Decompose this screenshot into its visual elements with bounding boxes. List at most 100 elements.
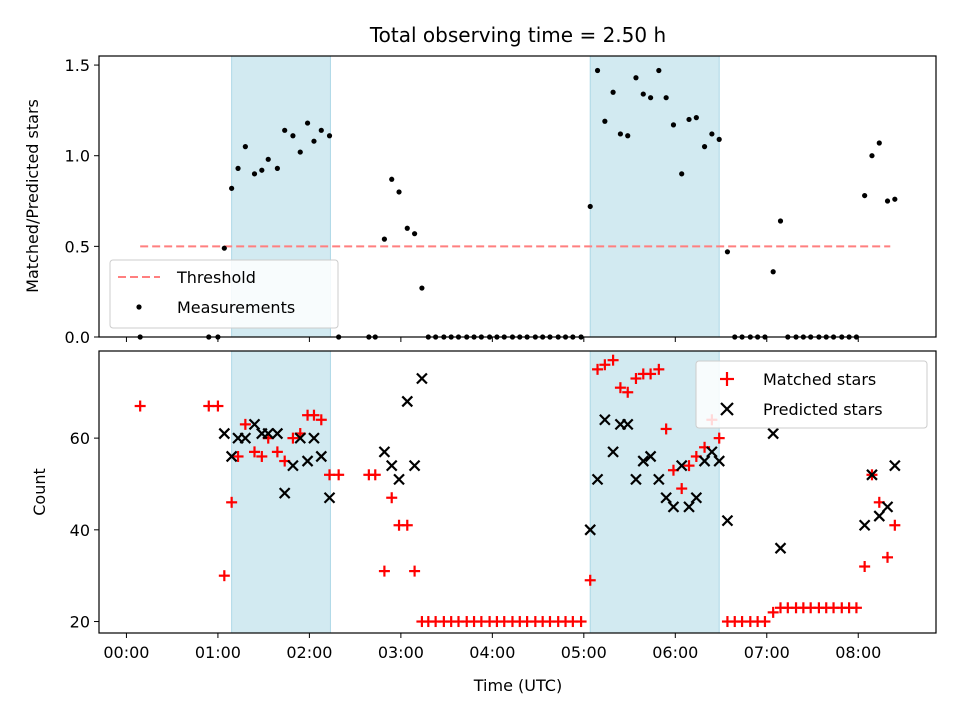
top-plot-area bbox=[137, 55, 898, 340]
matched-star-point bbox=[378, 565, 390, 577]
matched-star-point bbox=[614, 382, 626, 394]
predicted-star-point bbox=[385, 459, 398, 472]
matched-star-point bbox=[333, 469, 345, 481]
predicted-star-point bbox=[858, 519, 871, 532]
matched-star-point bbox=[630, 373, 642, 385]
legend-predicted-label: Predicted stars bbox=[763, 400, 883, 419]
measurement-point bbox=[640, 91, 646, 97]
predicted-star-point bbox=[767, 427, 779, 440]
measurement-point bbox=[389, 176, 395, 182]
measurement-point bbox=[876, 140, 882, 146]
measurement-point bbox=[679, 171, 685, 177]
measurement-point bbox=[625, 133, 631, 139]
predicted-star-point bbox=[323, 491, 336, 504]
measurement-point bbox=[587, 203, 593, 210]
matched-star-point bbox=[889, 519, 901, 531]
bottom-x-axis: 00:00 01:00 02:00 03:00 04:00 05:00 06:00 07:00… bbox=[103, 633, 881, 662]
predicted-star-point bbox=[393, 473, 405, 486]
predicted-star-point bbox=[301, 455, 314, 467]
matched-star-point bbox=[218, 570, 230, 582]
bottom-x-tick-label: 01:00 bbox=[195, 643, 241, 662]
matched-star-point bbox=[653, 363, 665, 375]
predicted-star-point bbox=[881, 501, 894, 513]
predicted-star-point bbox=[239, 432, 252, 444]
measurement-point bbox=[869, 153, 875, 159]
predicted-star-point bbox=[378, 446, 391, 458]
measurement-point bbox=[602, 118, 608, 124]
predicted-star-point bbox=[683, 501, 695, 513]
measurement-point bbox=[318, 127, 324, 133]
bottom-x-tick-label: 02:00 bbox=[286, 643, 332, 662]
bottom-x-tick-label: 05:00 bbox=[561, 643, 607, 662]
matched-star-point bbox=[759, 616, 771, 628]
measurement-point bbox=[610, 89, 616, 95]
matched-star-point bbox=[713, 432, 725, 444]
chart-title: Total observing time = 2.50 h bbox=[369, 23, 666, 47]
measurement-point bbox=[311, 138, 317, 144]
legend-measurements-label: Measurements bbox=[177, 298, 295, 317]
bottom-x-tick-label: 06:00 bbox=[652, 643, 698, 662]
matched-star-point bbox=[401, 519, 413, 531]
measurement-point bbox=[381, 236, 388, 242]
matched-legend-swatch bbox=[720, 372, 734, 386]
measurement-point bbox=[777, 218, 784, 224]
measurement-point bbox=[716, 136, 722, 142]
measurement-point bbox=[663, 95, 669, 101]
top-y-tick-label: 0.5 bbox=[65, 237, 90, 256]
predicted-star-point bbox=[287, 459, 299, 472]
top-x-ticks bbox=[125, 337, 859, 342]
matched-star-point bbox=[226, 496, 238, 508]
bottom-x-tick-label: 00:00 bbox=[103, 643, 149, 662]
matched-star-point bbox=[386, 492, 398, 504]
predicted-star-point bbox=[698, 455, 711, 467]
predicted-star-point bbox=[660, 491, 672, 504]
matched-star-point bbox=[575, 616, 587, 628]
legend-threshold-label: Threshold bbox=[176, 268, 256, 287]
matched-star-point bbox=[676, 483, 688, 495]
measurement-point bbox=[884, 198, 891, 204]
bottom-panel: 20 40 60 00:00 01:00 02:00 03:00 04:00 05:00 06:… bbox=[30, 350, 937, 695]
bottom-x-tick-label: 07:00 bbox=[744, 643, 790, 662]
measurement-point bbox=[411, 231, 418, 237]
matched-star-point bbox=[232, 450, 244, 462]
measurement-point bbox=[656, 67, 662, 74]
predicted-star-point bbox=[218, 427, 231, 440]
predicted-star-point bbox=[225, 450, 238, 463]
predicted-star-point bbox=[721, 514, 734, 527]
bottom-legend: Matched stars Predicted stars bbox=[695, 360, 928, 429]
matched-star-point bbox=[369, 469, 381, 481]
matched-star-point bbox=[850, 602, 862, 614]
predicted-star-point bbox=[308, 432, 320, 444]
predicted-star-point bbox=[866, 469, 878, 481]
predicted-legend-swatch bbox=[720, 402, 734, 416]
bottom-y-tick-label: 60 bbox=[70, 429, 90, 448]
bottom-y-tick-label: 40 bbox=[70, 521, 90, 540]
matched-star-point bbox=[249, 446, 261, 458]
bottom-x-tick-label: 08:00 bbox=[835, 643, 881, 662]
measurement-point bbox=[724, 249, 731, 255]
matched-star-point bbox=[134, 400, 146, 412]
measurement-point bbox=[396, 189, 402, 195]
predicted-star-point bbox=[774, 542, 787, 554]
measurement-point bbox=[770, 269, 776, 275]
measurement-point bbox=[326, 133, 333, 139]
predicted-star-point bbox=[889, 459, 901, 472]
predicted-star-point bbox=[584, 524, 597, 536]
bottom-x-tick-label: 04:00 bbox=[469, 643, 515, 662]
predicted-star-point bbox=[278, 487, 291, 499]
predicted-star-point bbox=[408, 459, 421, 472]
matched-star-point bbox=[409, 565, 421, 577]
measurement-point bbox=[304, 120, 311, 126]
predicted-star-point bbox=[271, 427, 284, 440]
top-legend: Threshold Measurements bbox=[109, 259, 339, 329]
matched-star-point bbox=[592, 363, 604, 375]
top-y-tick-label: 0.0 bbox=[65, 328, 90, 347]
measurement-point bbox=[419, 285, 425, 291]
predicted-star-point bbox=[599, 414, 611, 426]
matched-star-point bbox=[239, 418, 251, 430]
predicted-star-point bbox=[416, 372, 428, 385]
matched-star-point bbox=[607, 354, 619, 366]
measurement-point bbox=[235, 165, 241, 171]
predicted-star-point bbox=[637, 455, 650, 467]
predicted-star-point bbox=[653, 473, 665, 486]
